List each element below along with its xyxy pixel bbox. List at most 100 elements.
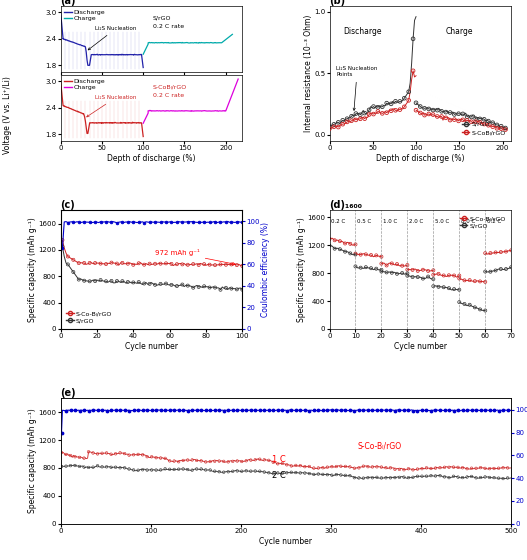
Point — [96, 276, 105, 284]
X-axis label: Cycle number: Cycle number — [394, 342, 447, 351]
Point — [139, 450, 147, 459]
X-axis label: Depth of discharge (%): Depth of discharge (%) — [376, 154, 465, 163]
Point — [139, 465, 147, 474]
Point — [325, 241, 334, 250]
Point — [472, 406, 480, 415]
Point — [467, 472, 476, 481]
Point — [377, 259, 386, 268]
Point — [418, 406, 426, 415]
Point — [360, 114, 369, 123]
Point — [269, 458, 278, 467]
Point — [173, 218, 181, 227]
Point — [189, 283, 198, 292]
Point — [400, 473, 408, 482]
Text: 0.2 C: 0.2 C — [486, 219, 501, 224]
Point — [338, 116, 347, 125]
Point — [351, 240, 359, 249]
Point — [414, 267, 422, 276]
Point — [211, 217, 219, 226]
Point — [98, 463, 106, 472]
Point — [471, 277, 479, 286]
Point — [194, 218, 203, 227]
Point — [395, 473, 404, 482]
Point — [310, 470, 318, 479]
Point — [330, 122, 338, 131]
Point — [472, 114, 480, 123]
Point — [463, 406, 471, 415]
Point — [206, 465, 214, 474]
Y-axis label: Specific capacity (mAh g⁻¹): Specific capacity (mAh g⁻¹) — [297, 217, 306, 322]
Text: 2.0 C: 2.0 C — [408, 219, 423, 224]
Text: Discharge: Discharge — [343, 27, 382, 36]
Point — [351, 250, 359, 259]
Point — [362, 250, 370, 259]
Point — [330, 120, 338, 129]
Point — [325, 124, 334, 133]
Point — [416, 102, 424, 111]
Point — [232, 260, 241, 269]
Text: (e): (e) — [61, 389, 76, 398]
Point — [314, 405, 323, 414]
Point — [494, 464, 503, 473]
Point — [170, 456, 178, 465]
Point — [427, 464, 435, 473]
Point — [192, 464, 201, 473]
Point — [291, 405, 300, 414]
Text: Li₂S Nucleation: Li₂S Nucleation — [87, 95, 136, 117]
Point — [75, 406, 84, 415]
Text: 0.2 C rate: 0.2 C rate — [153, 93, 184, 98]
Point — [148, 452, 156, 461]
Point — [425, 110, 433, 119]
Point — [188, 405, 197, 414]
Point — [300, 406, 309, 415]
Text: 972 mAh g⁻¹: 972 mAh g⁻¹ — [155, 249, 235, 265]
Point — [323, 470, 331, 479]
Point — [282, 406, 291, 415]
Point — [503, 406, 512, 415]
Point — [229, 457, 237, 466]
Point — [157, 406, 165, 415]
Point — [378, 109, 386, 118]
Text: 2 C: 2 C — [272, 471, 286, 480]
Point — [377, 473, 386, 482]
Point — [365, 110, 373, 119]
Point — [111, 449, 120, 458]
Point — [404, 87, 413, 96]
Point — [372, 251, 380, 260]
Point — [501, 125, 510, 134]
Point — [174, 458, 183, 466]
Point — [383, 99, 391, 108]
Point — [102, 449, 111, 458]
Point — [96, 217, 105, 226]
Point — [396, 105, 404, 114]
Point — [336, 237, 344, 246]
Point — [455, 271, 463, 280]
Point — [91, 259, 100, 268]
Point — [503, 473, 512, 482]
Point — [480, 115, 489, 124]
Point — [328, 471, 336, 480]
Point — [84, 447, 93, 456]
Text: Li₂S Nucleation
Points: Li₂S Nucleation Points — [336, 66, 378, 110]
Y-axis label: Specific capacity (mAh g⁻¹): Specific capacity (mAh g⁻¹) — [28, 217, 37, 322]
Point — [328, 462, 336, 471]
Point — [325, 235, 334, 244]
Point — [351, 249, 359, 258]
Point — [211, 260, 219, 269]
Point — [395, 406, 404, 415]
Point — [458, 115, 467, 124]
Point — [382, 473, 390, 482]
X-axis label: Depth of discharge (%): Depth of discharge (%) — [107, 154, 196, 163]
Point — [145, 279, 154, 288]
Point — [412, 106, 420, 115]
Point — [445, 473, 453, 482]
Text: 0.2 C: 0.2 C — [331, 219, 345, 224]
Point — [314, 469, 323, 478]
Point — [220, 457, 228, 466]
Point — [502, 264, 510, 273]
Point — [305, 462, 314, 471]
Point — [224, 467, 232, 476]
Legend: S-Co-Bₗ/rGO, S/rGO: S-Co-Bₗ/rGO, S/rGO — [457, 213, 508, 231]
Point — [216, 260, 225, 269]
Point — [162, 218, 170, 227]
